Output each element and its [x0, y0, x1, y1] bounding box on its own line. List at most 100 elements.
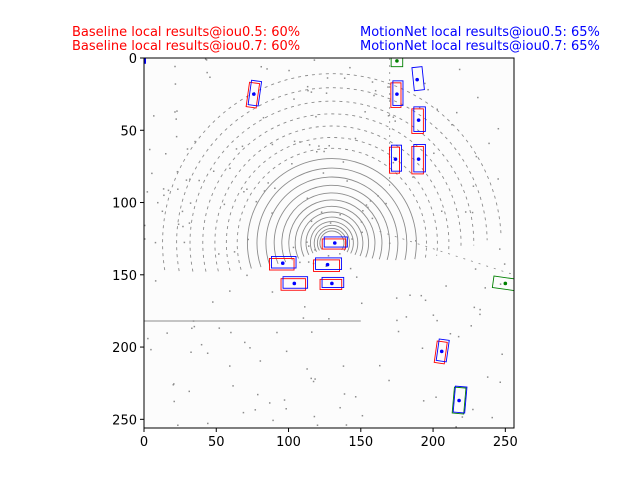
lidar-point	[313, 415, 316, 418]
lidar-point	[388, 379, 390, 382]
lidar-point	[424, 82, 426, 85]
lidar-point	[365, 204, 368, 206]
lidar-point	[194, 140, 196, 143]
lidar-point	[322, 172, 325, 174]
lidar-point	[260, 65, 263, 68]
y-tick-label: 250	[112, 413, 137, 428]
lidar-point	[254, 409, 257, 411]
lidar-point	[177, 223, 180, 226]
lidar-point	[176, 110, 178, 112]
baseline-box	[388, 146, 400, 174]
lidar-point	[255, 200, 258, 203]
lidar-point	[464, 211, 467, 213]
lidar-point	[316, 150, 318, 153]
motionnet-box	[452, 385, 468, 414]
lidar-point	[154, 241, 157, 244]
lidar-point	[244, 341, 246, 344]
motionnet-box	[411, 66, 425, 92]
lidar-point	[374, 89, 377, 92]
lidar-point	[497, 127, 500, 130]
lidar-point	[150, 348, 152, 351]
object-center-point	[332, 241, 337, 245]
lidar-point	[484, 287, 486, 289]
lidar-point	[291, 163, 293, 165]
object-center-point	[292, 281, 297, 286]
lidar-point	[395, 297, 398, 299]
lidar-point	[243, 190, 245, 193]
lidar-point	[147, 337, 149, 340]
lidar-point	[345, 424, 348, 426]
lidar-point	[247, 238, 249, 241]
object-center-point	[416, 157, 421, 161]
baseline-box	[280, 278, 307, 291]
object-center-point	[503, 281, 508, 286]
object-center-point	[280, 261, 285, 266]
motionnet-iou05-label: MotionNet local results@iou0.5: 65%	[360, 25, 600, 40]
lidar-point	[451, 124, 453, 126]
lidar-point	[499, 381, 502, 383]
lidar-point	[325, 265, 327, 267]
lidar-point	[191, 327, 193, 330]
lidar-ring	[316, 228, 347, 252]
baseline-box	[390, 82, 402, 108]
lidar-ring	[236, 147, 428, 270]
lidar-point	[268, 402, 271, 404]
lidar-point	[229, 290, 231, 292]
lidar-point	[193, 325, 196, 328]
lidar-point	[432, 314, 435, 316]
lidar-point	[387, 86, 389, 88]
lidar-point	[285, 350, 288, 353]
lidar-point	[354, 396, 357, 398]
lidar-point	[190, 351, 192, 353]
lidar-point	[153, 115, 155, 117]
lidar-point	[405, 316, 408, 318]
lidar-point	[369, 200, 372, 202]
lidar-point	[230, 331, 232, 334]
lidar-point	[397, 330, 400, 333]
lidar-point	[455, 111, 458, 114]
ground-truth-box	[491, 275, 514, 292]
baseline-box	[411, 145, 424, 175]
plot-background	[144, 58, 514, 428]
lidar-point	[503, 263, 506, 265]
baseline-box	[411, 108, 424, 134]
lidar-ring	[202, 113, 462, 272]
lidar-point	[246, 188, 248, 190]
lidar-point	[165, 153, 167, 155]
lidar-point	[392, 116, 395, 118]
object-center-point	[395, 59, 399, 63]
lidar-point	[161, 210, 164, 213]
object-center-point	[457, 398, 461, 403]
lidar-point	[355, 276, 358, 278]
x-tick-label: 200	[421, 435, 446, 450]
motionnet-box	[413, 106, 426, 132]
x-tick-label: 0	[140, 435, 148, 450]
x-tick-label: 150	[348, 435, 373, 450]
lidar-point	[241, 145, 244, 148]
baseline-box	[269, 258, 295, 271]
lidar-point	[360, 302, 363, 305]
lidar-point	[328, 318, 330, 320]
lidar-point	[387, 115, 390, 117]
lidar-point	[362, 210, 364, 212]
lidar-point	[445, 285, 447, 287]
lidar-point	[501, 353, 503, 356]
lidar-point	[307, 261, 310, 263]
baseline-box	[433, 340, 448, 365]
lidar-ring	[214, 125, 450, 272]
lidar-point	[271, 291, 274, 293]
object-center-point	[416, 118, 421, 122]
lidar-point	[479, 313, 481, 316]
lidar-point	[299, 261, 301, 264]
lidar-point	[285, 408, 287, 410]
lidar-point	[339, 253, 341, 255]
lidar-point	[499, 283, 502, 285]
lidar-point	[223, 203, 226, 206]
lidar-point	[328, 144, 330, 147]
lidar-point	[206, 71, 208, 74]
lidar-point	[163, 194, 165, 197]
lidar-point	[343, 393, 346, 395]
lidar-point	[212, 170, 215, 172]
lidar-points	[144, 58, 514, 428]
lidar-point	[151, 172, 153, 175]
